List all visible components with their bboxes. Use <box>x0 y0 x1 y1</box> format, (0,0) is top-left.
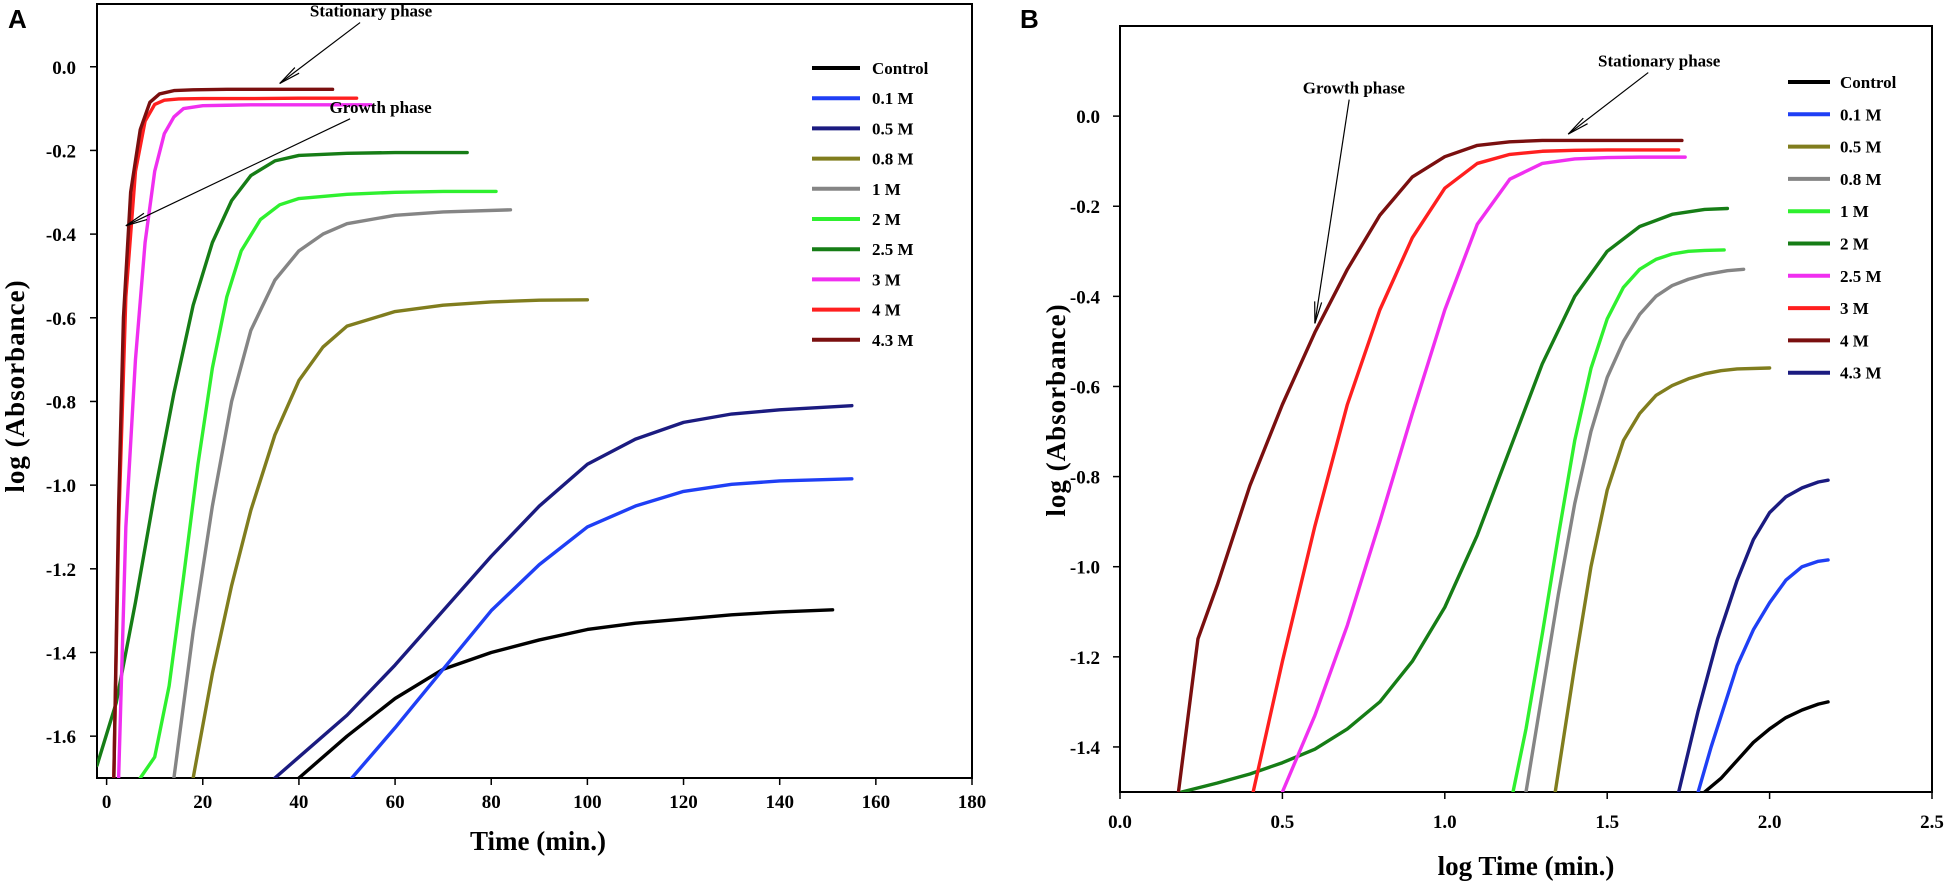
series-line-2-5-m <box>97 150 469 768</box>
x-tick-label: 2.5 <box>1920 812 1944 833</box>
legend-label: 2 M <box>872 210 901 229</box>
x-tick-label: 80 <box>482 792 501 813</box>
x-tick-label: 40 <box>289 792 308 813</box>
legend-label: Control <box>872 59 929 78</box>
x-axis-title-b: log Time (min.) <box>1438 851 1615 881</box>
annotation-arrow <box>1567 72 1649 135</box>
x-tick-label: 180 <box>958 792 987 813</box>
series-line-4-3-m <box>1676 478 1830 792</box>
x-tick-label: 0.5 <box>1271 812 1295 833</box>
y-tick-label: -0.4 <box>1070 287 1101 308</box>
series-line-3-m <box>116 103 373 778</box>
series-line-4-3-m <box>112 87 335 778</box>
y-tick-label: -1.2 <box>1070 648 1100 669</box>
annotation-label: Stationary phase <box>1598 52 1721 71</box>
legend-label: 3 M <box>872 270 901 289</box>
annotation-label: Growth phase <box>1303 79 1406 98</box>
legend-label: 1 M <box>872 180 901 199</box>
annotation-arrowhead <box>1567 117 1588 135</box>
x-tick-label: 100 <box>573 792 602 813</box>
series-group-a <box>97 87 854 778</box>
series-line-0-8-m <box>1524 267 1746 792</box>
series-line-0-1-m <box>350 477 854 778</box>
y-tick-label: 0.0 <box>52 58 76 79</box>
y-tick-label: -0.8 <box>46 392 76 413</box>
legend-label: 0.5 M <box>1840 138 1882 157</box>
y-tick-label: -1.0 <box>46 476 76 497</box>
y-tick-label: -0.8 <box>1070 468 1100 489</box>
series-line-1-m <box>1511 248 1726 792</box>
series-line-3-m <box>1251 148 1681 792</box>
x-tick-label: 2.0 <box>1758 812 1782 833</box>
annotation-arrow <box>125 118 351 227</box>
y-axis-title-b: log (Absorbance) <box>1041 303 1071 516</box>
y-tick-label: -0.2 <box>1070 197 1100 218</box>
x-axis-title-a: Time (min.) <box>470 826 606 856</box>
y-tick-label: -1.0 <box>1070 558 1100 579</box>
legend-label: 2.5 M <box>1840 267 1882 286</box>
annotation-arrow <box>279 22 361 84</box>
legend-label: 0.1 M <box>872 89 914 108</box>
annotation-arrowhead <box>1314 301 1323 324</box>
annotation-label: Stationary phase <box>310 2 433 21</box>
legend-label: 0.1 M <box>1840 105 1882 124</box>
series-line-0-8-m <box>191 298 590 778</box>
x-tick-label: 0 <box>102 792 112 813</box>
series-line-control <box>1702 700 1830 792</box>
x-tick-label: 1.0 <box>1433 812 1457 833</box>
annotation-arrowhead <box>279 67 300 85</box>
series-line-0-5-m <box>1553 366 1772 792</box>
series-line-0-5-m <box>273 403 854 778</box>
annotation-arrowhead <box>125 212 148 227</box>
series-line-4-m <box>1176 138 1684 792</box>
annotation-arrow <box>1314 99 1350 324</box>
legend-label: 0.8 M <box>872 150 914 169</box>
y-tick-label: -0.4 <box>46 225 77 246</box>
series-line-2-m <box>1180 206 1730 792</box>
y-tick-label: 0.0 <box>1076 107 1100 128</box>
legend-label: 4 M <box>1840 331 1869 350</box>
y-axis-title-a: log (Absorbance) <box>0 279 30 492</box>
x-tick-label: 140 <box>765 792 794 813</box>
y-tick-label: -1.4 <box>1070 738 1101 759</box>
x-tick-label: 120 <box>669 792 698 813</box>
panel-label-b: B <box>1020 4 1039 34</box>
x-tick-label: 160 <box>862 792 891 813</box>
series-line-2-5-m <box>1280 155 1687 792</box>
series-group-b <box>1176 138 1830 792</box>
legend-label: 4 M <box>872 301 901 320</box>
y-tick-label: -1.2 <box>46 560 76 581</box>
y-tick-label: -0.6 <box>1070 377 1100 398</box>
series-line-control <box>297 608 835 778</box>
series-line-0-1-m <box>1696 558 1830 792</box>
annotation-label: Growth phase <box>330 98 433 117</box>
panel-b: B 0.0 0.5 1.0 1.5 2.0 2.5 -1.4 -1.2 -1.0 -0.8 -0.6 -… <box>1020 4 1944 881</box>
legend-label: 4.3 M <box>1840 364 1882 383</box>
legend-label: 1 M <box>1840 202 1869 221</box>
x-tick-label: 0.0 <box>1108 812 1132 833</box>
legend-label: 2.5 M <box>872 240 914 259</box>
y-tick-label: -1.6 <box>46 727 76 748</box>
x-tick-label: 60 <box>386 792 405 813</box>
y-tick-label: -0.2 <box>46 141 76 162</box>
legend-label: 0.8 M <box>1840 170 1882 189</box>
legend-label: Control <box>1840 73 1897 92</box>
x-tick-label: 20 <box>193 792 212 813</box>
y-tick-label: -1.4 <box>46 643 77 664</box>
legend-label: 3 M <box>1840 299 1869 318</box>
y-tick-label: -0.6 <box>46 309 76 330</box>
x-tick-label: 1.5 <box>1595 812 1619 833</box>
legend-label: 4.3 M <box>872 331 914 350</box>
legend-label: 2 M <box>1840 235 1869 254</box>
plot-frame-a <box>96 3 973 779</box>
series-line-2-m <box>138 189 498 778</box>
legend-label: 0.5 M <box>872 119 914 138</box>
panel-label-a: A <box>8 4 27 34</box>
series-line-1-m <box>172 208 513 778</box>
panel-a: A 0 20 40 60 80 100 120 140 160 180 -1.6 -1.4 -1.2 -1.… <box>0 2 986 856</box>
